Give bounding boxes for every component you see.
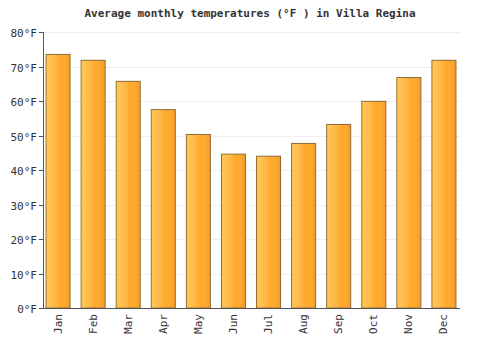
title: Average monthly temperatures (°F ) in Vi…	[84, 7, 415, 20]
bar-shine	[117, 82, 140, 308]
bar	[397, 78, 421, 308]
chart-container: Average monthly temperatures (°F ) in Vi…	[0, 0, 500, 350]
x-tick-label: Sep	[332, 314, 345, 334]
tick-mark	[39, 308, 43, 309]
bar	[432, 60, 456, 308]
x-tick-label: Nov	[402, 314, 415, 334]
bar	[186, 134, 210, 308]
x-tick-label: Jan	[52, 314, 65, 334]
y-tick-label: 50°F	[11, 131, 38, 144]
bar	[151, 110, 175, 308]
bar-shine	[152, 110, 175, 307]
y-tick-label: 20°F	[11, 234, 38, 247]
bar	[327, 124, 351, 308]
bar	[46, 54, 70, 308]
bar-shine	[222, 155, 245, 308]
y-tick-label: 40°F	[11, 165, 38, 178]
y-tick-label: 80°F	[11, 27, 38, 40]
tick-mark	[39, 239, 43, 240]
tick-mark	[39, 136, 43, 137]
y-tick-label: 0°F	[17, 303, 37, 316]
bar	[257, 156, 281, 308]
tick-mark	[39, 32, 43, 33]
bar-shine	[257, 157, 280, 308]
x-tick-label: Jul	[262, 314, 275, 334]
x-axis	[43, 308, 460, 309]
y-tick-label: 10°F	[11, 269, 38, 282]
bar-shine	[327, 125, 350, 308]
x-tick-label: Feb	[87, 314, 100, 334]
bar	[362, 101, 386, 308]
bar-shine	[362, 102, 385, 308]
bar-shine	[397, 78, 420, 307]
y-tick-label: 70°F	[11, 62, 38, 75]
bar-shine	[187, 135, 210, 308]
x-tick-label: Mar	[122, 314, 135, 334]
y-axis	[43, 32, 44, 308]
bar	[116, 81, 140, 308]
grid-line	[43, 308, 460, 309]
x-tick-label: Jun	[227, 314, 240, 334]
bar-shine	[292, 144, 315, 308]
x-tick-label: Oct	[367, 314, 380, 334]
x-tick-label: Aug	[297, 314, 310, 334]
x-tick-label: May	[192, 314, 205, 334]
tick-mark	[39, 101, 43, 102]
x-tick-label: Apr	[157, 314, 170, 334]
tick-mark	[39, 274, 43, 275]
tick-mark	[39, 170, 43, 171]
tick-mark	[39, 205, 43, 206]
bar	[292, 143, 316, 308]
tick-mark	[39, 67, 43, 68]
bar-shine	[47, 55, 70, 308]
y-tick-label: 60°F	[11, 96, 38, 109]
bar	[81, 60, 105, 308]
bars	[46, 54, 456, 308]
bar	[221, 154, 245, 308]
bar-shine	[82, 61, 105, 308]
grid-line	[43, 32, 460, 33]
x-tick-label: Dec	[437, 314, 450, 334]
y-tick-label: 30°F	[11, 200, 38, 213]
chart-svg: Average monthly temperatures (°F ) in Vi…	[0, 0, 500, 350]
bar-shine	[432, 61, 455, 308]
